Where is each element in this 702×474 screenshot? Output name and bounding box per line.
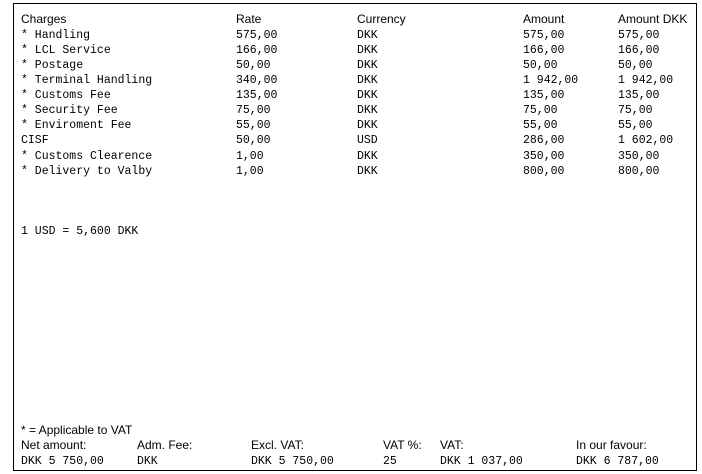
- cell-charge: CISF: [21, 134, 49, 147]
- cell-amount: 286,00: [523, 134, 565, 147]
- cell-amount-dkk: 1 942,00: [618, 74, 674, 87]
- cell-amount-dkk: 75,00: [618, 104, 653, 117]
- table-row: * Enviroment Fee 55,00 DKK 55,00 55,00: [14, 118, 696, 133]
- table-row: * Customs Clearence 1,00 DKK 350,00 350,…: [14, 149, 696, 164]
- cell-amount: 55,00: [523, 119, 558, 132]
- table-header: Charges Rate Currency Amount Amount DKK: [14, 12, 696, 27]
- table-row: * Handling 575,00 DKK 575,00 575,00: [14, 28, 696, 43]
- charges-document: Charges Rate Currency Amount Amount DKK …: [13, 3, 697, 471]
- cell-charge: * Customs Fee: [21, 89, 111, 102]
- in-our-favour-value: DKK 6 787,00: [576, 455, 659, 468]
- cell-currency: DKK: [357, 59, 378, 72]
- cell-amount-dkk: 166,00: [618, 44, 660, 57]
- cell-rate: 50,00: [236, 134, 271, 147]
- cell-amount-dkk: 50,00: [618, 59, 653, 72]
- cell-amount: 1 942,00: [523, 74, 579, 87]
- cell-rate: 75,00: [236, 104, 271, 117]
- cell-charge: * Postage: [21, 59, 84, 72]
- cell-currency: DKK: [357, 104, 378, 117]
- table-row: * LCL Service 166,00 DKK 166,00 166,00: [14, 43, 696, 58]
- table-row: * Terminal Handling 340,00 DKK 1 942,00 …: [14, 73, 696, 88]
- cell-rate: 166,00: [236, 44, 278, 57]
- exchange-rate: 1 USD = 5,600 DKK: [21, 225, 139, 238]
- header-amount-dkk: Amount DKK: [618, 12, 688, 26]
- cell-amount-dkk: 800,00: [618, 165, 660, 178]
- header-rate: Rate: [236, 12, 262, 26]
- adm-fee-label: Adm. Fee:: [137, 438, 193, 452]
- adm-fee-value: DKK: [137, 455, 158, 468]
- cell-currency: DKK: [357, 44, 378, 57]
- header-amount: Amount: [523, 12, 565, 26]
- excl-vat-value: DKK 5 750,00: [251, 455, 334, 468]
- cell-charge: * Handling: [21, 29, 91, 42]
- cell-currency: USD: [357, 134, 378, 147]
- cell-charge: * Delivery to Valby: [21, 165, 153, 178]
- cell-rate: 1,00: [236, 150, 264, 163]
- cell-rate: 1,00: [236, 165, 264, 178]
- cell-rate: 340,00: [236, 74, 278, 87]
- cell-amount: 575,00: [523, 29, 565, 42]
- cell-charge: * Security Fee: [21, 104, 118, 117]
- header-charges: Charges: [21, 12, 67, 26]
- table-row: * Security Fee 75,00 DKK 75,00 75,00: [14, 103, 696, 118]
- cell-rate: 575,00: [236, 29, 278, 42]
- cell-rate: 50,00: [236, 59, 271, 72]
- cell-currency: DKK: [357, 29, 378, 42]
- cell-amount-dkk: 575,00: [618, 29, 660, 42]
- cell-rate: 135,00: [236, 89, 278, 102]
- cell-amount: 135,00: [523, 89, 565, 102]
- cell-rate: 55,00: [236, 119, 271, 132]
- cell-amount-dkk: 135,00: [618, 89, 660, 102]
- cell-amount: 166,00: [523, 44, 565, 57]
- vat-value: DKK 1 037,00: [440, 455, 523, 468]
- cell-amount: 50,00: [523, 59, 558, 72]
- net-amount-label: Net amount:: [21, 438, 87, 452]
- vat-note: * = Applicable to VAT: [21, 423, 133, 437]
- header-currency: Currency: [357, 12, 406, 26]
- cell-amount-dkk: 350,00: [618, 150, 660, 163]
- cell-amount: 75,00: [523, 104, 558, 117]
- cell-charge: * LCL Service: [21, 44, 111, 57]
- vat-pct-label: VAT %:: [383, 438, 422, 452]
- cell-currency: DKK: [357, 165, 378, 178]
- cell-charge: * Customs Clearence: [21, 150, 153, 163]
- cell-amount-dkk: 55,00: [618, 119, 653, 132]
- cell-amount-dkk: 1 602,00: [618, 134, 674, 147]
- cell-currency: DKK: [357, 150, 378, 163]
- excl-vat-label: Excl. VAT:: [251, 438, 304, 452]
- cell-charge: * Enviroment Fee: [21, 119, 132, 132]
- net-amount-value: DKK 5 750,00: [21, 455, 104, 468]
- cell-amount: 800,00: [523, 165, 565, 178]
- table-row: CISF 50,00 USD 286,00 1 602,00: [14, 133, 696, 148]
- cell-amount: 350,00: [523, 150, 565, 163]
- vat-pct-value: 25: [383, 455, 397, 468]
- table-row: * Customs Fee 135,00 DKK 135,00 135,00: [14, 88, 696, 103]
- vat-label: VAT:: [440, 438, 464, 452]
- table-row: * Delivery to Valby 1,00 DKK 800,00 800,…: [14, 164, 696, 179]
- cell-currency: DKK: [357, 74, 378, 87]
- cell-charge: * Terminal Handling: [21, 74, 153, 87]
- cell-currency: DKK: [357, 119, 378, 132]
- table-row: * Postage 50,00 DKK 50,00 50,00: [14, 58, 696, 73]
- cell-currency: DKK: [357, 89, 378, 102]
- in-our-favour-label: In our favour:: [576, 438, 647, 452]
